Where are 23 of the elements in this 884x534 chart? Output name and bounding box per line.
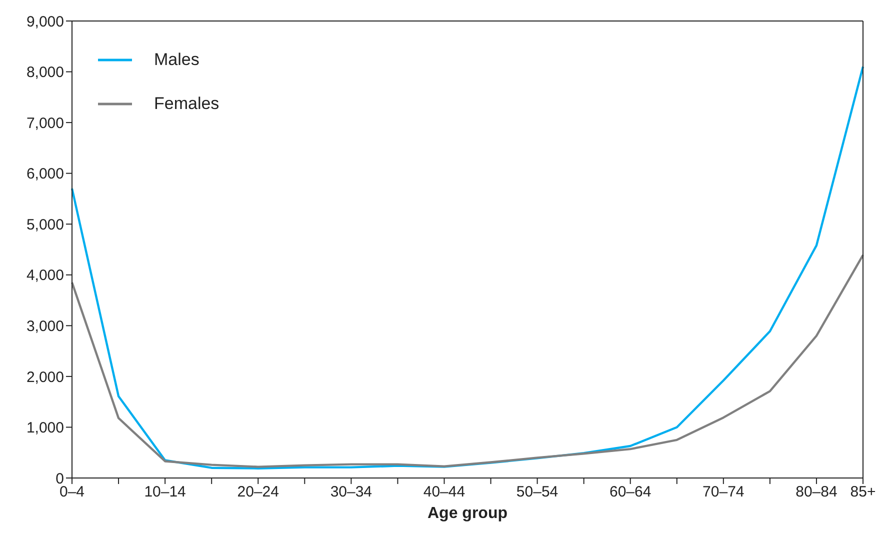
- y-tick-label: 8,000: [26, 64, 64, 82]
- x-tick-label: 70–74: [702, 484, 744, 501]
- y-tick-label: 5,000: [26, 216, 64, 234]
- y-tick-label: 2,000: [26, 368, 64, 386]
- x-tick-label: 30–34: [330, 484, 372, 501]
- x-tick-label: 10–14: [144, 484, 186, 501]
- x-tick-label: 60–64: [609, 484, 652, 501]
- x-tick-label: 85+: [850, 484, 876, 501]
- x-tick-label: 80–84: [796, 484, 838, 501]
- x-tick-label: 40–44: [423, 484, 466, 501]
- legend-label: Females: [154, 94, 220, 114]
- y-tick-label: 3,000: [26, 318, 64, 335]
- y-tick-label: 4,000: [26, 267, 64, 284]
- x-axis-title: Age group: [428, 505, 508, 522]
- y-tick-label: 9,000: [26, 13, 64, 30]
- y-tick-label: 6,000: [26, 166, 64, 183]
- legend-label: Males: [154, 50, 200, 70]
- line-series: [70, 66, 864, 470]
- line-series: [70, 254, 864, 468]
- y-tick-label: 1,000: [26, 420, 64, 437]
- x-tick-label: 20–24: [237, 484, 279, 501]
- y-tick-label: 7,000: [26, 114, 64, 132]
- x-tick-label: 50–54: [516, 484, 558, 501]
